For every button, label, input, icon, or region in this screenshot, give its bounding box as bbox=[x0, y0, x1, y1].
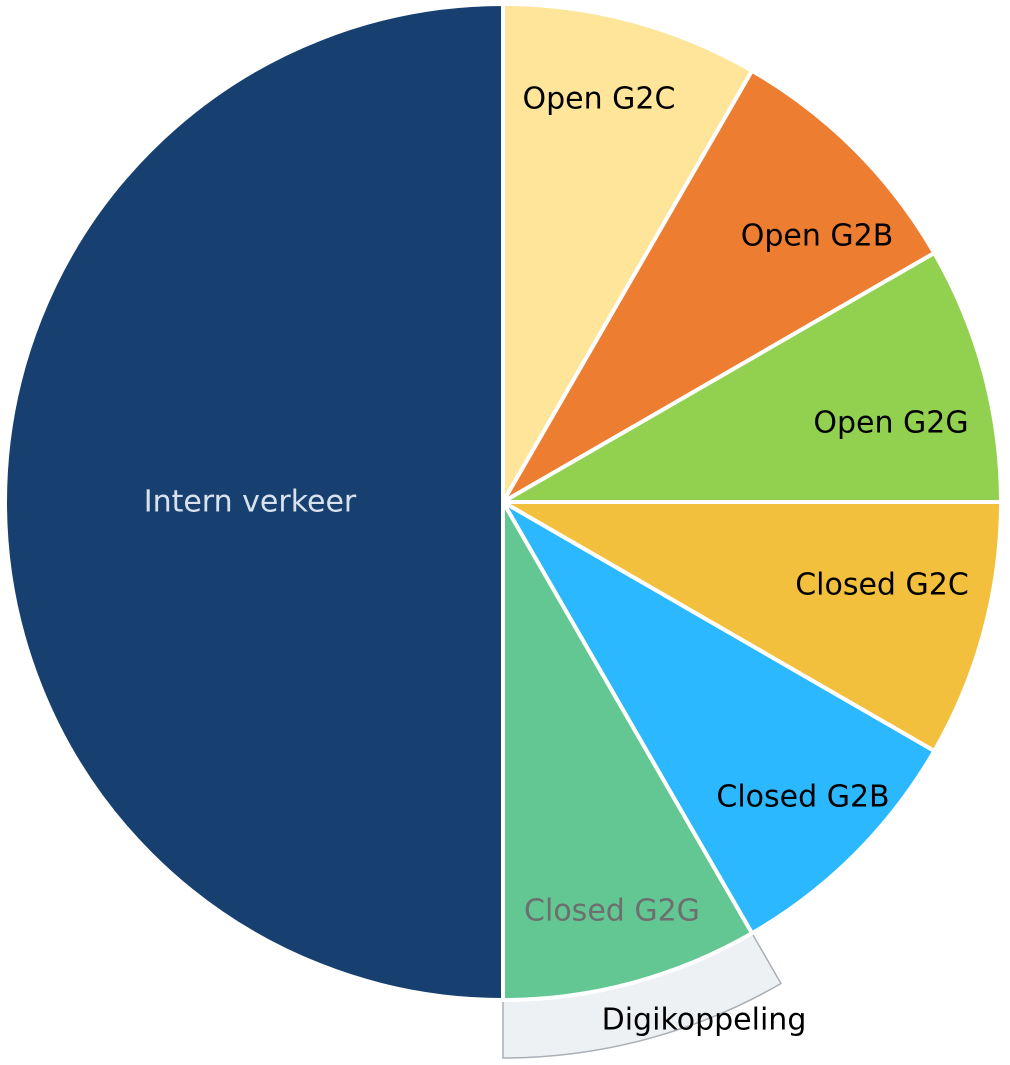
pie-slice-closed-g2c bbox=[501, 500, 1003, 753]
slice-label-open-g2b: Open G2B bbox=[741, 219, 894, 254]
pie-slice-open-g2c bbox=[501, 2, 754, 504]
slice-label-open-g2g: Open G2G bbox=[813, 406, 968, 441]
pie-slice-closed-g2b bbox=[501, 500, 937, 936]
slice-label-closed-g2c: Closed G2C bbox=[795, 568, 969, 603]
slice-label-closed-g2g: Closed G2G bbox=[524, 894, 700, 929]
slice-label-closed-g2b: Closed G2B bbox=[716, 780, 889, 815]
annotation-label-digikoppeling: Digikoppeling bbox=[602, 1003, 807, 1038]
pie-slice-open-g2b bbox=[501, 68, 937, 504]
slice-label-open-g2c: Open G2C bbox=[523, 82, 676, 117]
pie-slice-open-g2g bbox=[501, 251, 1003, 504]
slice-label-intern-verkeer: Intern verkeer bbox=[144, 485, 357, 520]
pie-slice-intern-verkeer bbox=[3, 2, 505, 1002]
pie-slice-closed-g2g bbox=[501, 500, 754, 1002]
